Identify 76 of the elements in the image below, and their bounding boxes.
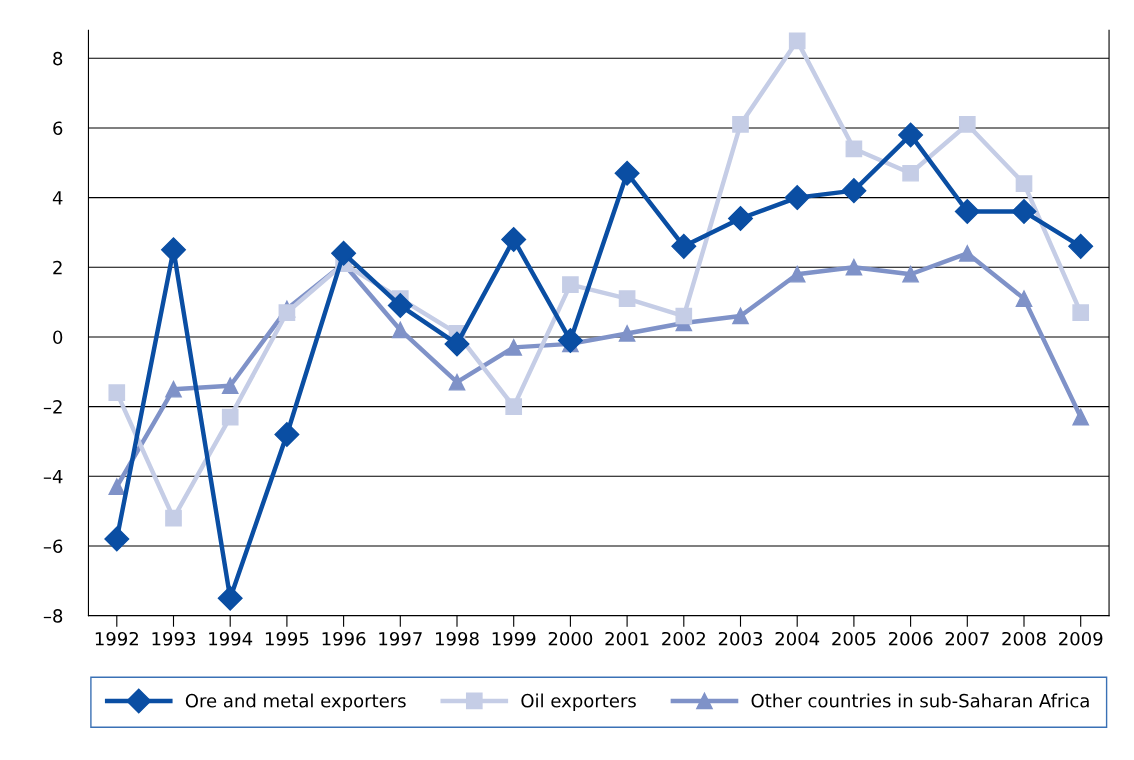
point — [1011, 199, 1037, 225]
x-tick-label: 1999 — [492, 631, 536, 646]
legend-label: Ore and metal exporters — [185, 693, 406, 712]
point — [1072, 408, 1090, 426]
point — [221, 408, 239, 426]
x-tick-label: 2005 — [832, 631, 876, 646]
point — [165, 380, 182, 398]
x-tick-label: 2007 — [945, 631, 989, 646]
x-tick-label: 1998 — [436, 631, 479, 646]
point — [784, 185, 810, 211]
y-tick-label: 8 — [53, 51, 63, 66]
point — [1015, 175, 1033, 193]
point — [902, 265, 919, 283]
y-tick-label: 6 — [53, 121, 63, 136]
point — [1072, 304, 1090, 321]
point — [444, 331, 470, 357]
point — [671, 233, 697, 259]
point — [221, 377, 239, 395]
x-tick-label: 1996 — [322, 631, 366, 646]
x-tick-label: 2008 — [1002, 631, 1046, 646]
point — [562, 276, 579, 294]
y-tick-label: 4 — [52, 191, 63, 205]
x-tick-label: 1995 — [265, 631, 309, 646]
point — [108, 384, 126, 402]
point — [788, 265, 806, 283]
point — [958, 244, 976, 262]
point — [788, 32, 806, 50]
x-tick-label: 2003 — [718, 631, 763, 646]
point — [278, 304, 296, 321]
x-tick-label: 2000 — [548, 631, 593, 646]
point — [505, 339, 523, 356]
point — [108, 478, 126, 496]
point — [845, 258, 863, 276]
x-tick-label: 2009 — [1059, 631, 1103, 646]
point — [728, 206, 753, 231]
y-tick-label: –2 — [43, 400, 62, 414]
point — [1068, 233, 1094, 259]
point — [958, 116, 976, 133]
point — [505, 398, 523, 415]
point — [902, 164, 919, 182]
y-tick-label: –6 — [43, 539, 63, 554]
point — [331, 240, 357, 266]
point — [501, 226, 527, 252]
point — [618, 325, 636, 342]
point — [614, 160, 640, 186]
point — [954, 199, 980, 225]
point — [618, 290, 636, 307]
point — [217, 585, 243, 611]
point — [732, 116, 749, 133]
y-tick-label: –4 — [43, 469, 63, 484]
point — [841, 178, 867, 204]
legend-label: Other countries in sub-Saharan Africa — [751, 693, 1089, 708]
legend-label: Oil exporters — [521, 693, 636, 712]
point — [845, 140, 863, 158]
point — [557, 327, 583, 353]
point — [1015, 290, 1033, 307]
x-tick-label: 2004 — [775, 631, 820, 646]
x-tick-label: 1997 — [379, 631, 422, 646]
point — [391, 321, 409, 339]
point — [675, 307, 693, 325]
y-tick-label: 2 — [53, 260, 62, 275]
y-tick-label: –8 — [43, 609, 63, 623]
x-tick-label: 2006 — [888, 631, 933, 646]
x-tick-label: 2001 — [605, 631, 649, 646]
point — [387, 293, 413, 319]
y-tick-label: 0 — [53, 330, 63, 345]
x-tick-label: 2002 — [662, 631, 705, 646]
x-tick-label: 1994 — [209, 631, 253, 646]
point — [165, 509, 182, 527]
point — [448, 373, 466, 391]
point — [898, 122, 924, 148]
point — [274, 421, 300, 447]
point — [104, 526, 130, 552]
x-tick-label: 1992 — [95, 631, 138, 646]
x-tick-label: 1993 — [152, 631, 196, 646]
point — [732, 307, 749, 325]
